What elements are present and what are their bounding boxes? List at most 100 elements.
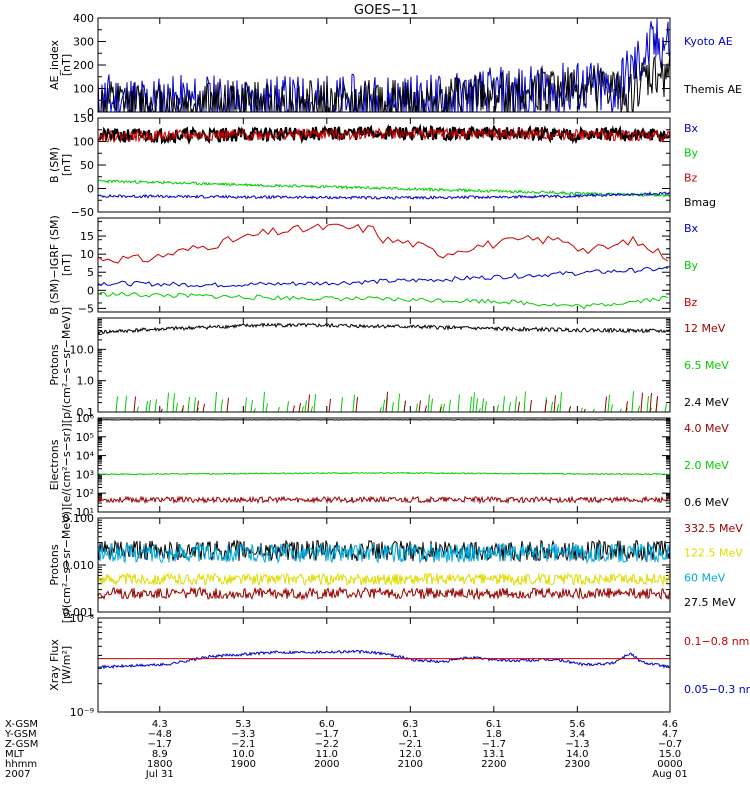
footer-cell-z: −2.1 <box>231 739 255 750</box>
y-tick-label: 0 <box>87 284 94 297</box>
y-axis-label-line: B (SM) <box>48 147 61 183</box>
footer-row-label: 2007 <box>5 769 30 780</box>
series-line-themis-ae <box>98 52 670 112</box>
y-axis-label-line: [nT] <box>60 254 73 276</box>
y-axis-label-line: Electrons <box>48 439 61 490</box>
panel-frame <box>97 517 671 613</box>
panel-frame <box>97 17 671 113</box>
legend-entry: 332.5 MeV <box>684 522 743 535</box>
series-line-60-mev <box>98 541 670 565</box>
footer-cell-z: −1.3 <box>565 739 589 750</box>
footer-cell-y: 0.1 <box>402 729 418 740</box>
footer-cell-x: 5.3 <box>235 719 251 730</box>
legend-entry: 12 MeV <box>684 322 726 335</box>
footer-cell-mlt: 13.1 <box>483 749 505 760</box>
series-line-bz <box>98 223 669 264</box>
footer-cell-hhmm: 1900 <box>231 759 256 770</box>
legend-entry: 2.0 MeV <box>684 459 729 472</box>
footer-cell-mlt: 8.9 <box>152 749 168 760</box>
panel-frame <box>97 117 671 213</box>
legend-entry: Bz <box>684 296 698 309</box>
chart-title: GOES−11 <box>354 3 418 18</box>
footer-cell-y: 3.4 <box>569 729 585 740</box>
footer-row-label: X-GSM <box>5 719 38 730</box>
y-tick-label: 50 <box>80 159 94 172</box>
y-tick-label: 100 <box>73 136 94 149</box>
legend-entry: By <box>684 259 699 272</box>
footer-cell-hhmm: 2200 <box>481 759 506 770</box>
y-tick-label: 0 <box>87 183 94 196</box>
legend-entry: 122.5 MeV <box>684 547 743 560</box>
y-axis-label-line: B (SM)−IGRF (SM) <box>48 215 61 315</box>
y-tick-label: 0.010 <box>63 559 95 572</box>
y-tick-label: 10⁵ <box>76 431 94 444</box>
footer-cell-x: 5.6 <box>569 719 585 730</box>
footer-cell-hhmm: 2300 <box>565 759 590 770</box>
series-group <box>98 18 670 112</box>
series-line-bx <box>98 266 669 288</box>
y-axis-label-line: AE_index <box>48 39 61 90</box>
y-tick-label: 10⁴ <box>76 450 95 463</box>
footer-cell-date: Aug 01 <box>652 769 687 780</box>
y-tick-label: 5 <box>87 266 94 279</box>
y-axis-label: Xray Flux[W/m²] <box>48 639 73 691</box>
series-group <box>98 123 670 201</box>
legend-entry: 0.05−0.3 nm <box>684 683 750 696</box>
series-line-by <box>98 291 669 310</box>
legend-entry: By <box>684 147 699 160</box>
series-group <box>98 223 669 310</box>
y-axis-label-line: Protons <box>48 544 61 585</box>
panel-4: 10.0 1.0 0.1 Protons[p/(cm²−s−sr−MeV)] 12 Me… <box>48 307 729 423</box>
panel-7: 10⁻⁸ 10⁻⁹ Xray Flux[W/m²] 0.1−0.8 nm 0.05−0.… <box>48 612 750 719</box>
y-tick-label: 10⁻⁸ <box>70 612 95 625</box>
y-axis-label: Protons[p/(cm²−s−sr−MeV)] <box>48 507 73 623</box>
y-tick-label: 10¹ <box>76 506 94 519</box>
y-tick-label: 400 <box>73 12 94 25</box>
panel-6: 0.100 0.010 0.001Protons[p/(cm²−s−sr−MeV)]… <box>48 507 743 623</box>
footer-row-label: Z-GSM <box>5 739 38 750</box>
y-tick-label: 10³ <box>76 468 94 481</box>
footer-cell-hhmm: 0000 <box>657 759 682 770</box>
panel-frame <box>97 217 671 313</box>
panel-5: 10⁶10⁵10⁴10³10²10¹Electrons[e/(cm²−s−sr)… <box>48 412 729 519</box>
y-axis-label: Electrons[e/(cm²−s−sr)] <box>48 423 73 506</box>
y-tick-label: 200 <box>73 59 94 72</box>
y-axis-label: B (SM)[nT] <box>48 147 73 183</box>
panel-2: 150 100 50 0 −50 B (SM)[nT] Bx By Bz Bmag <box>48 112 716 219</box>
legend-entry: Bmag <box>684 196 716 209</box>
footer-cell-z: −0.7 <box>658 739 682 750</box>
y-axis-label-line: [nT] <box>60 154 73 176</box>
footer-cell-y: −3.3 <box>231 729 255 740</box>
footer-cell-hhmm: 2100 <box>398 759 423 770</box>
panel-1: 400 300 200 100 0 AE_index[nT] Kyoto AE Themis … <box>48 12 742 119</box>
footer-cell-y: 4.7 <box>662 729 678 740</box>
y-tick-label: −50 <box>71 206 94 219</box>
footer-row-label: Y-GSM <box>4 729 37 740</box>
legend-entry: Bz <box>684 171 698 184</box>
y-tick-label: 0.001 <box>63 606 95 619</box>
y-tick-label: 10.0 <box>70 343 95 356</box>
legend-entry: 4.0 MeV <box>684 422 729 435</box>
y-axis-label-line: [nT] <box>60 54 73 76</box>
series-line-2-0-mev <box>98 471 670 476</box>
footer-cell-z: −2.2 <box>315 739 339 750</box>
footer-cell-x: 6.3 <box>402 719 418 730</box>
series-group <box>98 419 670 505</box>
y-tick-label: 10⁶ <box>76 412 95 425</box>
footer-cell-mlt: 15.0 <box>659 749 681 760</box>
y-axis-label-line: Xray Flux <box>48 639 61 691</box>
panel-frame <box>97 617 671 713</box>
legend-entry: 0.1−0.8 nm <box>684 635 749 648</box>
series-group <box>98 649 670 670</box>
footer-cell-x: 4.6 <box>662 719 678 730</box>
legend-entry: Themis AE <box>683 83 742 96</box>
y-tick-label: 0.100 <box>63 512 95 525</box>
footer-cell-y: −4.8 <box>148 729 172 740</box>
series-line-4-0-mev <box>98 495 670 505</box>
y-tick-label: 10 <box>80 248 94 261</box>
y-axis-label: B (SM)−IGRF (SM)[nT] <box>48 215 73 315</box>
y-tick-label: −5 <box>78 302 94 315</box>
footer-cell-y: 1.8 <box>486 729 502 740</box>
y-axis-label: AE_index[nT] <box>48 39 73 90</box>
